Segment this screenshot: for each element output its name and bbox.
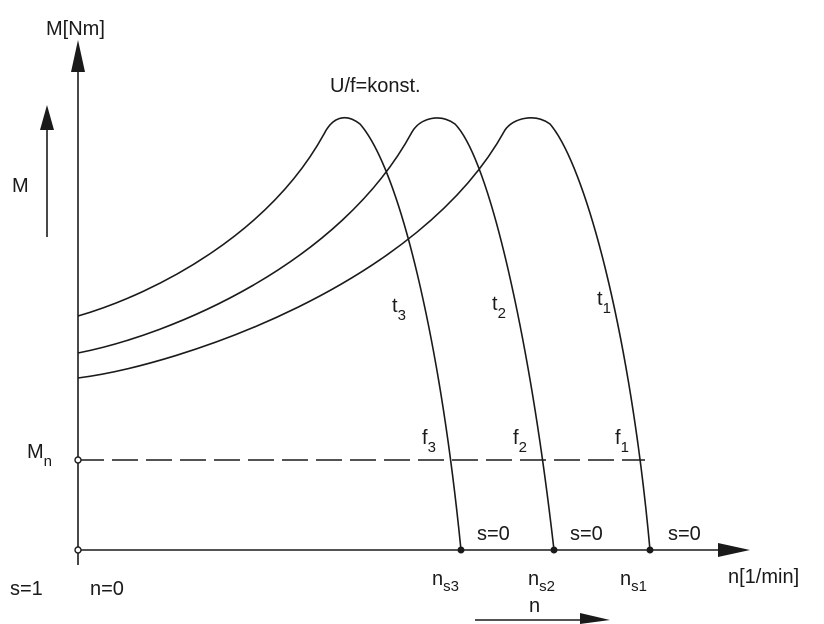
- f2-label: f2: [513, 427, 527, 456]
- y-axis-label: M[Nm]: [46, 18, 105, 40]
- ns1-point: [646, 546, 654, 554]
- ns2-point: [550, 546, 558, 554]
- n-direction-arrowhead: [580, 613, 610, 624]
- rated-torque-label: Mn: [27, 441, 52, 470]
- curve-t3: [77, 116, 462, 551]
- t1-label: t1: [597, 288, 611, 317]
- m-direction-label: M: [12, 175, 29, 197]
- slip-zero-label-3: s=0: [477, 523, 510, 545]
- ns2-label: ns2: [528, 568, 555, 595]
- x-axis-arrowhead: [718, 543, 750, 557]
- annotation-uf-constant: U/f=konst.: [330, 75, 421, 97]
- ns1-label: ns1: [620, 568, 647, 595]
- origin-speed-label: n=0: [90, 578, 124, 600]
- ns3-label: ns3: [432, 568, 459, 595]
- f1-label: f1: [615, 427, 629, 456]
- n-direction-label: n: [529, 595, 540, 617]
- slip-zero-label-2: s=0: [570, 523, 603, 545]
- x-axis-label: n[1/min]: [728, 566, 799, 588]
- y-axis-arrowhead: [71, 40, 85, 72]
- t2-label: t2: [492, 293, 506, 322]
- origin-slip-label: s=1: [10, 578, 43, 600]
- origin-marker: [74, 546, 82, 554]
- curve-t1: [77, 117, 651, 551]
- f3-label: f3: [422, 427, 436, 456]
- slip-zero-label-1: s=0: [668, 523, 701, 545]
- curve-t2: [77, 117, 555, 551]
- t3-label: t3: [392, 295, 406, 324]
- ns3-point: [457, 546, 465, 554]
- rated-torque-marker: [74, 456, 82, 464]
- m-direction-arrowhead: [40, 105, 54, 130]
